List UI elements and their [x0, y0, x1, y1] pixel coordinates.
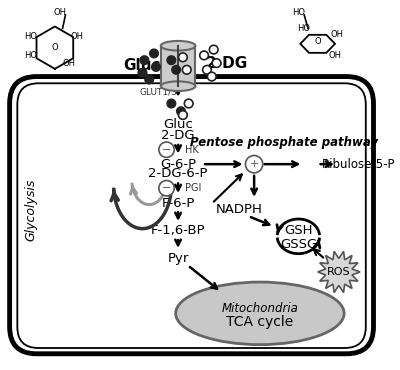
Text: 2-DG: 2-DG [206, 56, 248, 71]
Circle shape [150, 49, 158, 58]
Circle shape [200, 51, 208, 60]
Text: OH: OH [70, 31, 84, 41]
Circle shape [182, 65, 191, 74]
Text: ROS: ROS [327, 267, 351, 277]
Bar [161, 46, 196, 86]
Text: HO: HO [292, 7, 305, 17]
Text: O: O [52, 43, 58, 52]
Text: GSSG: GSSG [280, 238, 317, 250]
Circle shape [145, 75, 154, 84]
Ellipse shape [161, 81, 196, 91]
Circle shape [178, 53, 187, 62]
Text: OH: OH [63, 58, 76, 68]
Circle shape [167, 56, 176, 64]
Text: HK: HK [185, 145, 198, 155]
Text: Pentose phosphate pathway: Pentose phosphate pathway [190, 135, 378, 148]
Text: F-6-P: F-6-P [161, 197, 195, 210]
Circle shape [172, 65, 180, 74]
Text: Glycolysis: Glycolysis [24, 178, 37, 240]
Circle shape [140, 56, 149, 64]
Circle shape [246, 155, 263, 173]
Text: F-1,6-BP: F-1,6-BP [151, 224, 205, 237]
FancyBboxPatch shape [10, 77, 374, 354]
Circle shape [159, 142, 174, 157]
Text: HO: HO [24, 51, 37, 60]
Circle shape [203, 65, 211, 74]
Circle shape [212, 59, 221, 67]
Text: Ribulose-5-P: Ribulose-5-P [322, 158, 396, 171]
Text: 2-DG: 2-DG [161, 129, 195, 142]
Text: GLUT1/3: GLUT1/3 [140, 87, 178, 97]
Text: TCA cycle: TCA cycle [226, 315, 294, 329]
Text: −: − [162, 183, 171, 193]
Ellipse shape [161, 41, 196, 51]
Circle shape [184, 99, 193, 108]
Text: HO: HO [24, 31, 37, 41]
Circle shape [177, 107, 185, 115]
Text: OH: OH [328, 51, 342, 60]
Polygon shape [318, 251, 360, 293]
Text: GSH: GSH [284, 224, 313, 237]
Text: PGI: PGI [185, 183, 201, 193]
Text: HO: HO [297, 24, 310, 33]
Text: +: + [250, 159, 259, 169]
Text: Pyr: Pyr [167, 252, 189, 265]
Text: Gluc: Gluc [163, 118, 193, 131]
Text: G-6-P: G-6-P [160, 158, 196, 171]
Circle shape [209, 45, 218, 54]
Circle shape [178, 111, 187, 120]
Text: OH: OH [330, 30, 344, 39]
Circle shape [152, 63, 160, 71]
Text: −: − [162, 145, 171, 155]
Text: Mitochondria: Mitochondria [222, 302, 298, 315]
Circle shape [159, 181, 174, 196]
Circle shape [167, 99, 176, 108]
Text: OH: OH [53, 7, 66, 17]
Circle shape [208, 72, 216, 81]
Text: 2-DG-6-P: 2-DG-6-P [148, 167, 208, 180]
Text: O: O [314, 37, 321, 46]
Text: NADPH: NADPH [215, 203, 262, 216]
Text: Gluc: Gluc [123, 57, 160, 73]
Circle shape [138, 68, 147, 77]
Ellipse shape [176, 282, 344, 344]
